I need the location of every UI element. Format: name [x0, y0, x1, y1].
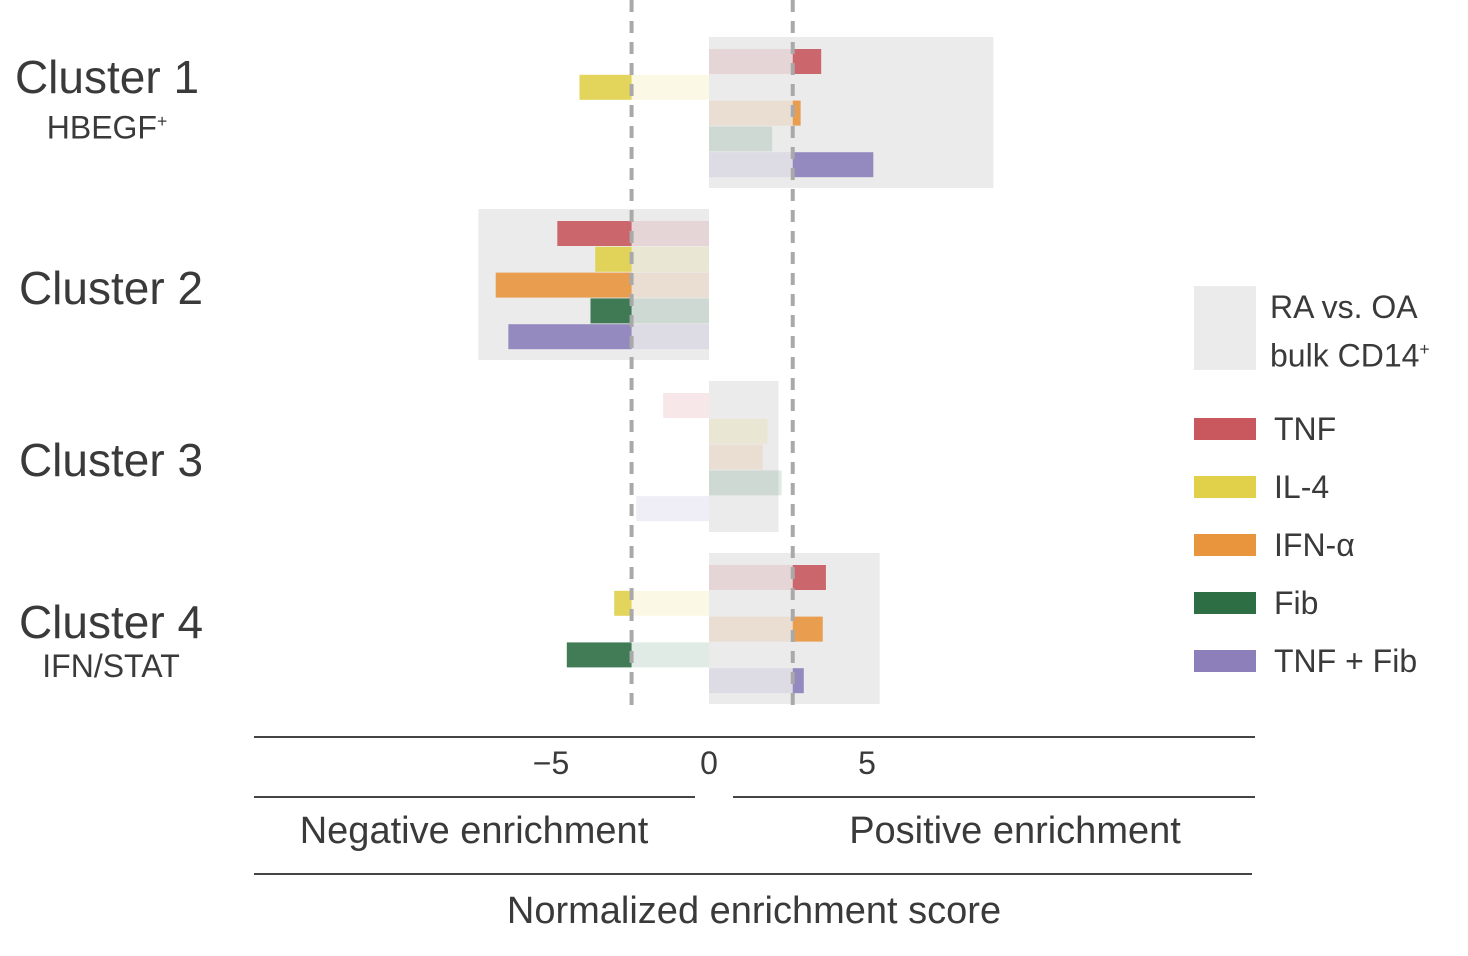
- cluster-label-3: Cluster 3: [1, 435, 221, 485]
- positive-enrichment-label: Positive enrichment: [849, 810, 1181, 852]
- negative-enrichment-label: Negative enrichment: [299, 810, 649, 852]
- legend-label: Fib: [1274, 585, 1319, 621]
- bar-faint-c1-il4: [631, 74, 709, 100]
- bar-c4-tnffib: [792, 668, 804, 694]
- x-tick-label: −5: [532, 745, 570, 781]
- bar-c2-il4: [595, 246, 632, 272]
- legend-bulk-swatch: [1194, 286, 1256, 370]
- legend-swatch: [1194, 534, 1256, 556]
- bar-faint-c4-il4: [631, 590, 709, 616]
- legend-label: IFN-α: [1274, 527, 1355, 563]
- bar-faint-c4-tnffib: [709, 668, 793, 694]
- bar-faint-c3-il4: [709, 418, 768, 444]
- bar-faint-c1-tnf: [709, 49, 793, 74]
- bar-c1-tnffib: [792, 152, 874, 178]
- x-axis-title: Normalized enrichment score: [506, 890, 1002, 932]
- bar-faint-c1-fib: [709, 126, 773, 152]
- bar-c1-il4: [579, 74, 632, 100]
- cluster-label-1: Cluster 1 HBEGF+: [0, 52, 217, 147]
- bar-faint-c2-fib: [631, 298, 709, 324]
- x-tick-label: 5: [858, 745, 876, 781]
- bar-faint-c3-ifn: [709, 444, 763, 470]
- cluster-name: Cluster 3: [18, 434, 204, 486]
- cluster-subtitle: IFN/STAT: [42, 648, 180, 684]
- cluster-name: Cluster 4: [18, 596, 204, 648]
- bar-faint-c3-tnffib: [636, 496, 709, 522]
- bar-faint-c2-ifn: [631, 272, 709, 298]
- bar-c2-tnffib: [508, 324, 632, 350]
- bar-faint-c2-tnf: [631, 221, 709, 246]
- legend-swatch: [1194, 592, 1256, 614]
- bar-c4-fib: [566, 642, 632, 668]
- legend-swatch: [1194, 418, 1256, 440]
- legend-label: TNF + Fib: [1274, 643, 1418, 679]
- bar-faint-c2-il4: [631, 246, 709, 272]
- bar-faint-c1-tnffib: [709, 152, 793, 178]
- cluster-name: Cluster 1: [14, 51, 200, 103]
- bar-faint-c3-fib: [709, 470, 782, 496]
- legend-label: IL-4: [1274, 469, 1330, 505]
- x-tick-label: 0: [700, 745, 718, 781]
- bulk-band-3: [709, 381, 779, 532]
- bar-faint-c3-tnf: [663, 393, 709, 418]
- legend-bulk-label: RA vs. OA bulk CD14+: [1270, 289, 1430, 374]
- bar-c4-il4: [614, 590, 632, 616]
- bar-faint-c4-fib: [631, 642, 709, 668]
- bar-c2-tnf: [557, 221, 632, 246]
- bar-faint-c4-ifn: [709, 616, 793, 642]
- bar-faint-c4-tnf: [709, 565, 793, 590]
- bar-c2-ifn: [495, 272, 632, 298]
- bar-faint-c1-ifn: [709, 100, 793, 126]
- bar-c2-fib: [590, 298, 632, 324]
- legend-label: TNF: [1274, 411, 1337, 447]
- bar-c4-tnf: [792, 565, 826, 590]
- cluster-name: Cluster 2: [18, 262, 204, 314]
- cluster-subtitle: HBEGF+: [46, 109, 168, 146]
- bar-c1-tnf: [792, 49, 822, 74]
- cluster-label-2: Cluster 2: [1, 263, 221, 313]
- bar-c4-ifn: [792, 616, 823, 642]
- bar-faint-c2-tnffib: [631, 324, 709, 350]
- bar-c1-ifn: [792, 100, 801, 126]
- legend-swatch: [1194, 476, 1256, 498]
- legend-swatch: [1194, 650, 1256, 672]
- cluster-label-4: Cluster 4 IFN/STAT: [1, 597, 221, 685]
